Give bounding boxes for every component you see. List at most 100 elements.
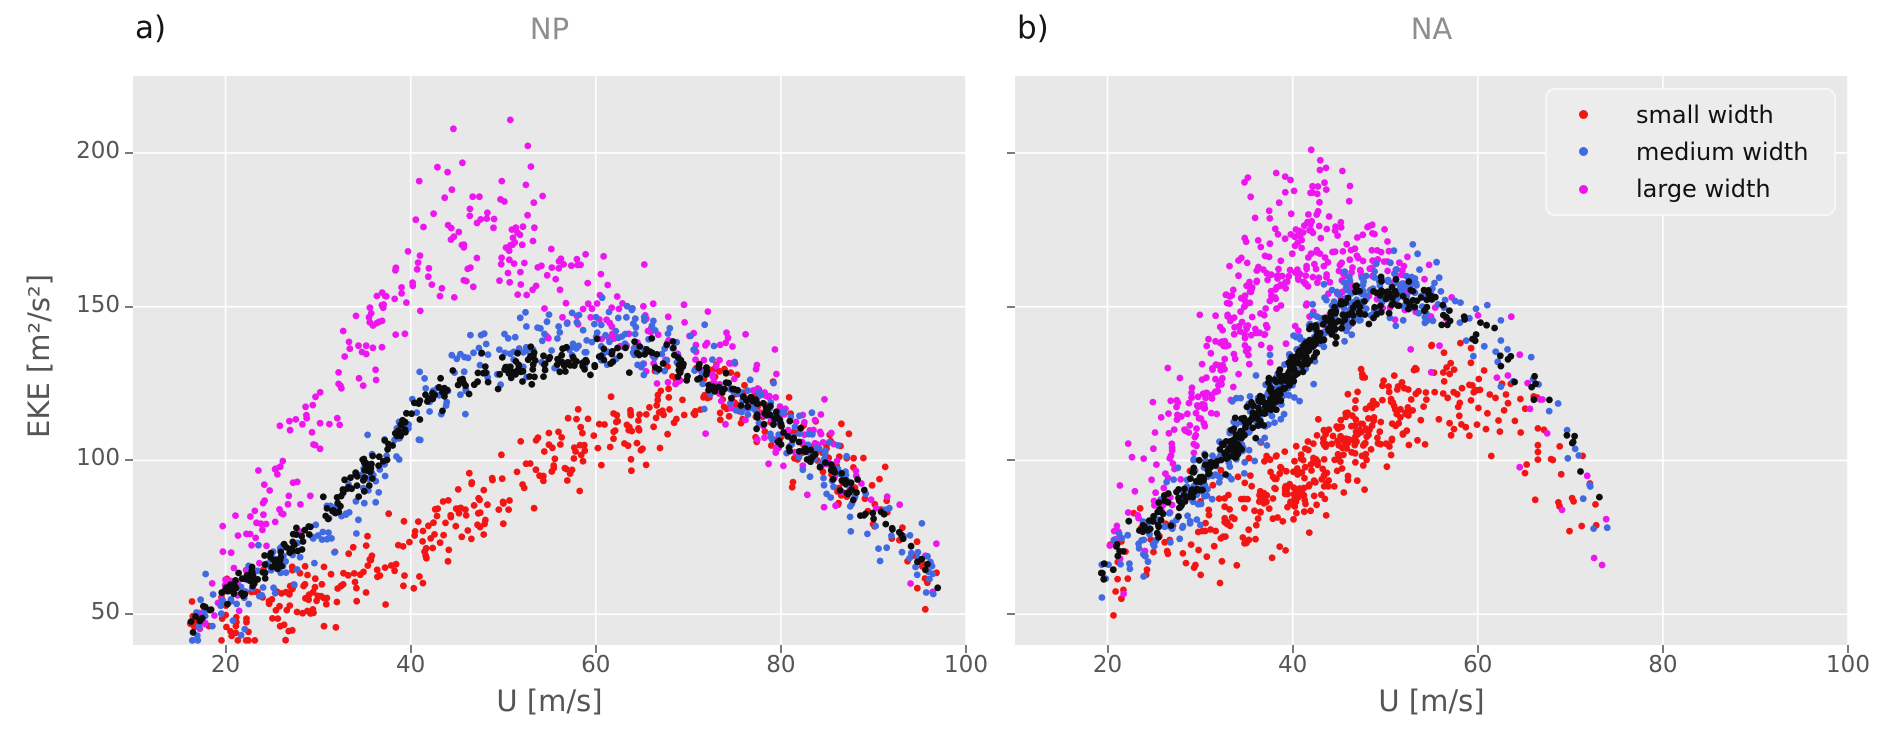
scatter-point-magenta (234, 532, 242, 539)
scatter-point-red (434, 505, 442, 513)
scatter-point-black (1161, 497, 1168, 505)
scatter-point-magenta (232, 512, 239, 519)
scatter-point-red (1410, 366, 1418, 374)
scatter-point-red (1397, 405, 1404, 413)
scatter-point-red (1290, 498, 1298, 505)
scatter-point-black (614, 344, 621, 352)
scatter-point-red (1357, 428, 1365, 436)
scatter-point-magenta (1286, 266, 1294, 274)
scatter-point-red (1305, 482, 1313, 490)
scatter-point-magenta (1275, 199, 1283, 207)
scatter-point-magenta (1275, 265, 1282, 273)
scatter-point-magenta (1246, 278, 1253, 286)
scatter-point-magenta (1193, 425, 1200, 432)
scatter-point-magenta (1149, 398, 1157, 406)
scatter-point-red (1331, 456, 1338, 464)
scatter-point-red (1334, 450, 1342, 458)
scatter-point-black (261, 575, 269, 582)
scatter-point-magenta (703, 339, 711, 347)
scatter-point-red (392, 560, 400, 568)
scatter-point-black (198, 614, 206, 622)
scatter-point-blue (710, 342, 718, 350)
scatter-point-red (1570, 498, 1577, 505)
scatter-point-magenta (504, 269, 512, 277)
scatter-point-magenta (1543, 430, 1551, 437)
scatter-point-red (1313, 501, 1320, 509)
scatter-point-red (1404, 404, 1412, 411)
scatter-point-magenta (821, 396, 828, 403)
scatter-point-red (364, 562, 372, 569)
scatter-point-red (563, 477, 571, 484)
scatter-point-black (232, 584, 240, 592)
scatter-point-blue (556, 329, 564, 336)
scatter-point-red (436, 539, 444, 547)
scatter-point-black (770, 421, 777, 428)
scatter-point-black (529, 366, 537, 373)
scatter-point-red (1446, 370, 1454, 378)
scatter-point-black (869, 509, 877, 517)
scatter-point-blue (189, 637, 196, 644)
scatter-point-black (1446, 307, 1453, 314)
scatter-point-black (922, 566, 929, 574)
scatter-point-black (360, 487, 368, 495)
scatter-point-black (1483, 321, 1490, 329)
scatter-point-magenta (1192, 409, 1200, 417)
scatter-point-black (293, 524, 300, 532)
scatter-point-black (478, 349, 486, 357)
scatter-point-black (337, 492, 345, 500)
scatter-point-magenta (1339, 248, 1347, 255)
scatter-point-red (269, 615, 276, 622)
scatter-point-red (366, 556, 374, 563)
scatter-point-magenta (284, 500, 292, 508)
scatter-point-black (345, 483, 352, 491)
x-tick-mark (965, 645, 967, 653)
scatter-point-blue (883, 544, 891, 552)
scatter-point-magenta (555, 264, 563, 272)
scatter-point-red (1267, 468, 1274, 476)
scatter-point-blue (1313, 313, 1321, 320)
scatter-point-magenta (276, 422, 284, 430)
scatter-point-black (1237, 427, 1245, 435)
scatter-point-red (1279, 518, 1287, 525)
scatter-point-black (1187, 475, 1194, 482)
scatter-point-red (1282, 467, 1290, 475)
legend-label-small-width: small width (1636, 100, 1774, 129)
scatter-point-red (845, 430, 853, 438)
scatter-point-red (652, 414, 660, 422)
scatter-point-magenta (1347, 246, 1355, 254)
scatter-point-black (1281, 385, 1289, 392)
scatter-point-magenta (1194, 393, 1202, 401)
scatter-point-magenta (1322, 186, 1330, 193)
scatter-point-black (398, 429, 405, 436)
scatter-point-magenta (366, 304, 374, 312)
scatter-point-magenta (716, 341, 724, 349)
scatter-point-blue (256, 592, 263, 600)
scatter-point-magenta (1336, 261, 1344, 269)
scatter-point-red (416, 573, 423, 580)
scatter-point-black (695, 360, 703, 368)
scatter-point-black (625, 369, 633, 376)
scatter-point-blue (1333, 288, 1341, 296)
scatter-point-blue (254, 567, 261, 575)
scatter-point-magenta (362, 342, 370, 350)
scatter-point-magenta (1337, 218, 1345, 226)
scatter-point-red (1495, 417, 1502, 424)
scatter-point-red (577, 451, 585, 459)
scatter-point-blue (1384, 276, 1392, 284)
scatter-point-red (860, 454, 867, 462)
scatter-point-red (495, 506, 503, 513)
scatter-point-magenta (896, 501, 904, 509)
scatter-point-red (400, 582, 407, 590)
scatter-point-red (1456, 399, 1464, 407)
scatter-point-red (627, 406, 634, 414)
scatter-point-black (353, 473, 361, 480)
legend: small width medium width large width (1545, 88, 1836, 216)
scatter-point-magenta (1300, 222, 1308, 230)
legend-item-large-width: large width (1547, 171, 1834, 208)
scatter-point-black (631, 338, 638, 346)
scatter-point-magenta (251, 507, 259, 515)
scatter-point-magenta (1345, 197, 1353, 205)
scatter-point-red (716, 416, 724, 424)
scatter-point-red (1358, 370, 1366, 378)
scatter-point-magenta (716, 356, 723, 364)
